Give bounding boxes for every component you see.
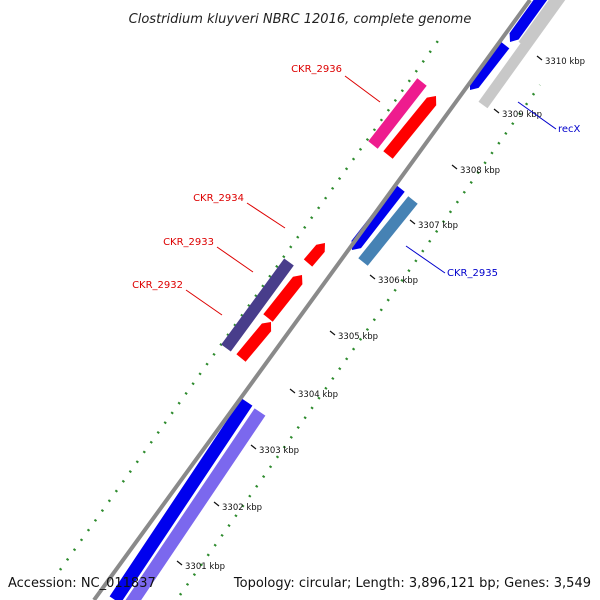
tick-mark <box>451 164 458 170</box>
tick-label: 3310 kbp <box>545 57 585 67</box>
gene-red-upper <box>383 96 437 159</box>
tick-label: 3302 kbp <box>222 503 262 513</box>
gene-label-ckr-2934: CKR_2934 <box>193 193 244 204</box>
label-leader-line <box>216 246 254 273</box>
gene-ckr-2934-red <box>303 243 325 267</box>
gene-ckr-2933-navy <box>221 258 294 352</box>
tick-mark <box>493 108 500 114</box>
label-leader-line <box>405 245 446 274</box>
tick-label: 3307 kbp <box>418 221 458 231</box>
gene-grey-top-right <box>478 0 566 109</box>
tick-label: 3304 kbp <box>298 390 338 400</box>
gene-ckr-2936-pink <box>368 78 427 149</box>
gene-label-ckr-2933: CKR_2933 <box>163 237 214 248</box>
tick-label: 3308 kbp <box>460 166 500 176</box>
accession-text: Accession: NC_011837 <box>8 576 156 591</box>
gene-lavender-bottom-long <box>125 408 266 600</box>
gene-blue-middle <box>351 184 405 250</box>
gene-label-recx: recX <box>558 124 581 135</box>
tick-mark <box>250 444 257 450</box>
gene-label-ckr-2936: CKR_2936 <box>291 64 342 75</box>
gene-red-lower <box>263 275 303 322</box>
gene-ckr-2932-red <box>236 322 272 362</box>
tick-label: 3301 kbp <box>185 562 225 572</box>
tick-mark <box>289 388 296 394</box>
genome-backbone <box>92 0 532 600</box>
map-title: Clostridium kluyveri NBRC 12016, complet… <box>129 12 472 27</box>
tick-label: 3305 kbp <box>338 332 378 342</box>
gene-ckr-2935-steel <box>358 196 418 266</box>
gene-label-ckr-2935: CKR_2935 <box>447 268 498 279</box>
label-leader-line <box>344 75 381 103</box>
gene-labels: CKR_2936 CKR_2934 CKR_2933 CKR_2932 CKR_2935… <box>132 64 580 291</box>
tick-mark <box>536 55 543 61</box>
gene-label-ckr-2932: CKR_2932 <box>132 280 183 291</box>
gene-features <box>109 0 566 600</box>
gene-grey-top-right-2 <box>518 0 563 49</box>
genome-summary-text: Topology: circular; Length: 3,896,121 bp… <box>233 576 591 591</box>
tick-mark <box>176 560 183 566</box>
tick-mark <box>329 330 336 336</box>
tick-mark <box>369 274 376 280</box>
tick-label: 3303 kbp <box>259 446 299 456</box>
dotted-outer-guide <box>58 37 442 571</box>
tick-mark <box>213 501 220 507</box>
label-leaders <box>185 75 557 316</box>
tick-marks: 3301 kbp 3302 kbp 3303 kbp 3304 kbp 3305 kbp… <box>176 55 585 572</box>
label-leader-line <box>185 289 223 316</box>
gene-arrow-top-right <box>509 0 548 42</box>
tick-label: 3309 kbp <box>502 110 542 120</box>
gene-blue-bottom-long <box>109 398 253 600</box>
label-leader-line <box>517 101 557 130</box>
label-leader-line <box>246 202 286 229</box>
tick-mark <box>409 219 416 225</box>
gene-arrow-right-upper <box>470 41 510 90</box>
tick-label: 3306 kbp <box>378 276 418 286</box>
dotted-inner-guide <box>178 84 542 596</box>
